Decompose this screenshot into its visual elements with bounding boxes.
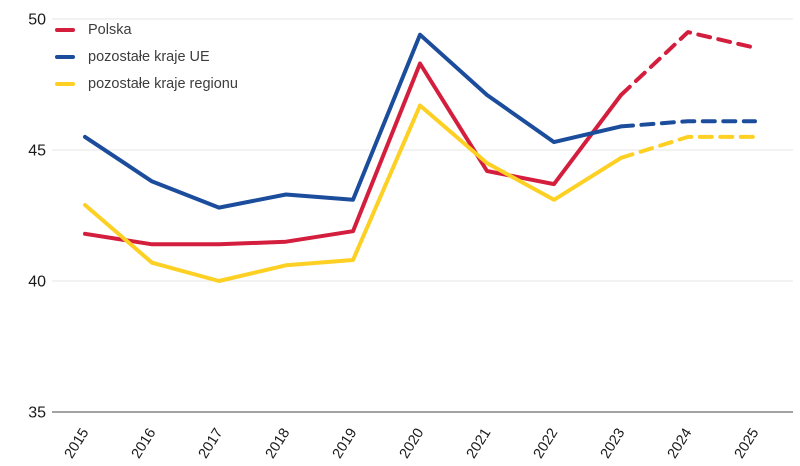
series-line-forecast-dashed-0: [619, 30, 757, 97]
series-line-forecast-dashed-2: [619, 134, 757, 160]
y-axis-tick-labels: 35 40 45 50: [28, 12, 46, 422]
y-tick-label-45: 45: [28, 143, 46, 160]
legend-label-pozostale-kraje-ue: pozostałe kraje UE: [88, 48, 210, 65]
y-tick-label-50: 50: [28, 12, 46, 29]
series-line-solid-1: [83, 32, 623, 210]
series-line-forecast-dashed-1: [619, 119, 757, 129]
x-tick-label-2020: 2020: [397, 426, 428, 462]
data-series-lines: [83, 30, 757, 283]
x-tick-label-2015: 2015: [62, 426, 93, 462]
x-tick-label-2025: 2025: [732, 426, 763, 462]
x-tick-label-2024: 2024: [665, 426, 696, 462]
legend-swatch-pozostale-kraje-regionu: [55, 81, 75, 87]
x-tick-label-2018: 2018: [263, 426, 294, 462]
legend-swatch-pozostale-kraje-ue: [55, 54, 75, 60]
series-line-solid-0: [83, 61, 623, 247]
x-tick-label-2016: 2016: [129, 426, 160, 462]
series-line-solid-2: [83, 103, 623, 283]
legend-item-pozostale-kraje-ue: pozostałe kraje UE: [55, 48, 238, 66]
x-tick-label-2021: 2021: [464, 426, 495, 462]
y-tick-label-40: 40: [28, 274, 46, 291]
legend: Polska pozostałe kraje UE pozostałe kraj…: [55, 21, 238, 93]
x-tick-label-2023: 2023: [598, 426, 629, 462]
x-tick-label-2022: 2022: [531, 426, 562, 462]
legend-swatch-polska: [55, 27, 75, 33]
legend-item-pozostale-kraje-regionu: pozostałe kraje regionu: [55, 75, 238, 93]
legend-label-pozostale-kraje-regionu: pozostałe kraje regionu: [88, 75, 238, 92]
x-axis-tick-labels: 2015 2016 2017 2018 2019 2020 2021 2022 2023 2024…: [62, 426, 763, 462]
y-tick-label-35: 35: [28, 405, 46, 422]
x-tick-label-2017: 2017: [196, 426, 227, 462]
x-tick-label-2019: 2019: [330, 426, 361, 462]
gridlines: [52, 18, 793, 282]
legend-item-polska: Polska: [55, 21, 238, 39]
legend-label-polska: Polska: [88, 21, 132, 38]
